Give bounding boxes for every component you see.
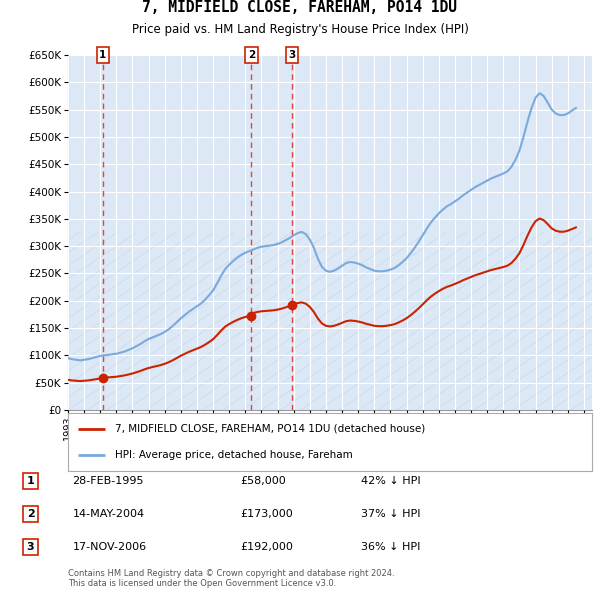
- Text: 7, MIDFIELD CLOSE, FAREHAM, PO14 1DU (detached house): 7, MIDFIELD CLOSE, FAREHAM, PO14 1DU (de…: [115, 424, 425, 434]
- Text: 1: 1: [27, 476, 34, 486]
- Text: Contains HM Land Registry data © Crown copyright and database right 2024.
This d: Contains HM Land Registry data © Crown c…: [68, 569, 395, 588]
- Text: Price paid vs. HM Land Registry's House Price Index (HPI): Price paid vs. HM Land Registry's House …: [131, 24, 469, 37]
- Text: 3: 3: [288, 50, 295, 60]
- Text: 37% ↓ HPI: 37% ↓ HPI: [361, 509, 420, 519]
- Text: £58,000: £58,000: [241, 476, 286, 486]
- Text: 42% ↓ HPI: 42% ↓ HPI: [361, 476, 420, 486]
- Text: 2: 2: [248, 50, 255, 60]
- Text: 14-MAY-2004: 14-MAY-2004: [73, 509, 145, 519]
- Text: 2: 2: [27, 509, 34, 519]
- Text: 17-NOV-2006: 17-NOV-2006: [73, 542, 147, 552]
- Text: 28-FEB-1995: 28-FEB-1995: [73, 476, 144, 486]
- Text: 36% ↓ HPI: 36% ↓ HPI: [361, 542, 420, 552]
- Text: 7, MIDFIELD CLOSE, FAREHAM, PO14 1DU: 7, MIDFIELD CLOSE, FAREHAM, PO14 1DU: [143, 0, 458, 15]
- Text: HPI: Average price, detached house, Fareham: HPI: Average price, detached house, Fare…: [115, 450, 353, 460]
- Text: £192,000: £192,000: [241, 542, 293, 552]
- Text: £173,000: £173,000: [241, 509, 293, 519]
- Text: 1: 1: [99, 50, 106, 60]
- Text: 3: 3: [27, 542, 34, 552]
